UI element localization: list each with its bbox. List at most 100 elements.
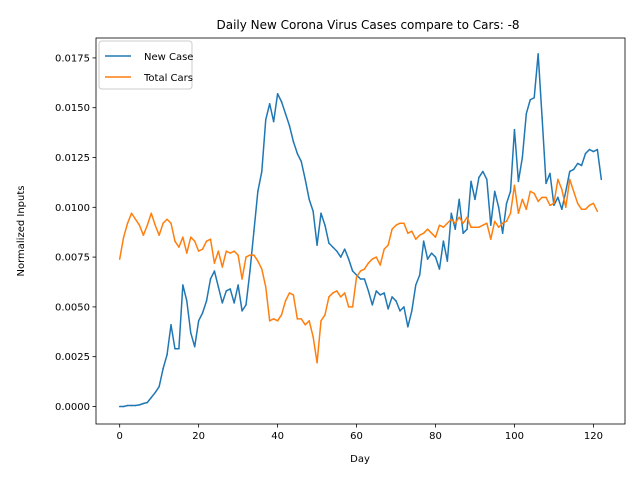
legend: New Case Total Cars — [98, 40, 193, 90]
data-point — [359, 278, 362, 280]
data-point — [225, 250, 228, 252]
data-point — [209, 238, 212, 240]
data-point — [300, 318, 303, 320]
data-point — [541, 196, 543, 199]
data-point — [276, 320, 279, 322]
data-point — [233, 250, 235, 252]
data-point — [418, 274, 421, 276]
data-point — [521, 156, 524, 159]
data-point — [501, 232, 504, 234]
data-point — [375, 290, 378, 292]
data-point — [130, 404, 133, 407]
x-tick-label: 80 — [429, 431, 442, 442]
x-tick-label: 0 — [116, 431, 122, 442]
data-point — [545, 182, 547, 185]
data-point — [355, 276, 358, 278]
data-point — [482, 224, 484, 226]
data-point — [186, 300, 188, 302]
data-point — [162, 222, 164, 224]
data-point — [450, 218, 453, 220]
y-tick-label: 0.0125 — [55, 153, 90, 164]
data-point — [308, 198, 310, 201]
data-point — [288, 292, 291, 294]
data-point — [170, 222, 172, 224]
data-point — [478, 226, 480, 228]
data-point — [146, 224, 149, 226]
data-point — [462, 222, 464, 224]
data-point — [482, 170, 484, 173]
data-point — [422, 232, 425, 234]
data-point — [245, 256, 247, 258]
data-point — [493, 220, 496, 222]
data-point — [158, 234, 160, 236]
data-point — [316, 361, 318, 364]
data-point — [576, 202, 579, 205]
data-point — [462, 232, 464, 234]
data-point — [434, 256, 437, 258]
data-point — [343, 292, 346, 294]
data-point — [292, 294, 295, 296]
data-point — [568, 170, 571, 173]
data-point — [415, 238, 417, 240]
data-point — [122, 405, 125, 408]
data-point — [545, 196, 547, 199]
data-point — [178, 347, 180, 350]
x-axis-label: Day — [350, 454, 370, 465]
data-point — [186, 252, 188, 254]
data-point — [371, 304, 374, 306]
data-point — [209, 278, 212, 280]
data-point — [395, 224, 397, 226]
data-point — [233, 302, 235, 304]
data-point — [466, 216, 468, 219]
data-point — [134, 404, 137, 407]
data-point — [580, 164, 583, 167]
data-point — [517, 180, 520, 183]
data-point — [537, 200, 539, 203]
data-point — [142, 234, 145, 236]
data-point — [509, 212, 512, 215]
chart-title: Daily New Corona Virus Cases compare to … — [216, 18, 519, 32]
data-point — [146, 401, 149, 404]
data-point — [454, 222, 456, 224]
data-point — [584, 152, 587, 155]
data-point — [470, 180, 472, 183]
data-point — [351, 306, 354, 308]
data-point — [497, 206, 500, 209]
data-point — [257, 190, 259, 193]
y-axis: 0.0000 0.0025 0.0050 0.0075 0.0100 0.0125 0.01… — [55, 53, 96, 413]
data-point — [458, 216, 460, 219]
data-point — [383, 292, 385, 294]
data-point — [553, 204, 555, 207]
data-point — [525, 112, 528, 115]
data-point — [541, 116, 543, 119]
data-point — [399, 222, 401, 224]
data-point — [237, 254, 239, 256]
data-point — [217, 286, 220, 288]
data-point — [596, 148, 599, 151]
data-point — [497, 226, 500, 228]
data-point — [300, 160, 303, 163]
x-tick-label: 120 — [584, 431, 603, 442]
data-point — [505, 220, 508, 222]
data-point — [328, 242, 330, 244]
data-point — [340, 256, 342, 258]
data-point — [446, 222, 449, 224]
data-point — [284, 112, 287, 115]
data-point — [170, 324, 172, 326]
data-point — [126, 404, 129, 407]
data-point — [178, 246, 180, 248]
data-point — [395, 300, 397, 302]
data-point — [576, 162, 579, 165]
x-axis: 0 20 40 60 80 100 120 — [116, 424, 603, 442]
data-point — [150, 396, 153, 399]
data-point — [201, 312, 204, 314]
data-point — [391, 296, 393, 298]
data-point — [561, 188, 563, 191]
data-point — [316, 244, 318, 246]
data-point — [138, 404, 141, 406]
data-point — [347, 258, 350, 260]
data-point — [268, 320, 271, 322]
data-point — [505, 202, 508, 205]
data-point — [245, 304, 247, 306]
